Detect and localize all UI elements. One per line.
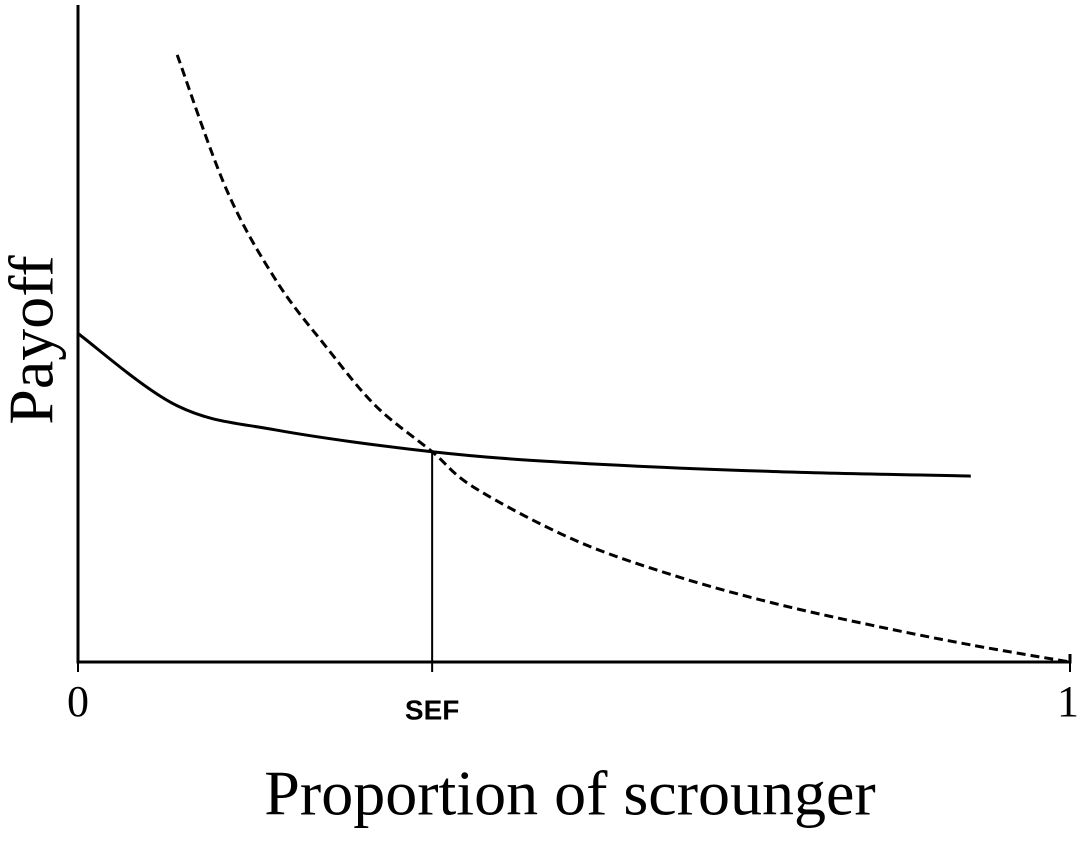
curve — [77, 332, 971, 478]
x-tick-label: 1 — [1057, 677, 1079, 726]
x-tick-label: 0 — [67, 677, 89, 726]
x-axis-title: Proportion of scrounger — [264, 758, 875, 829]
curve — [175, 54, 1071, 664]
x-tick-label: SEF — [405, 694, 459, 725]
y-axis-title: Payoff — [0, 255, 67, 425]
